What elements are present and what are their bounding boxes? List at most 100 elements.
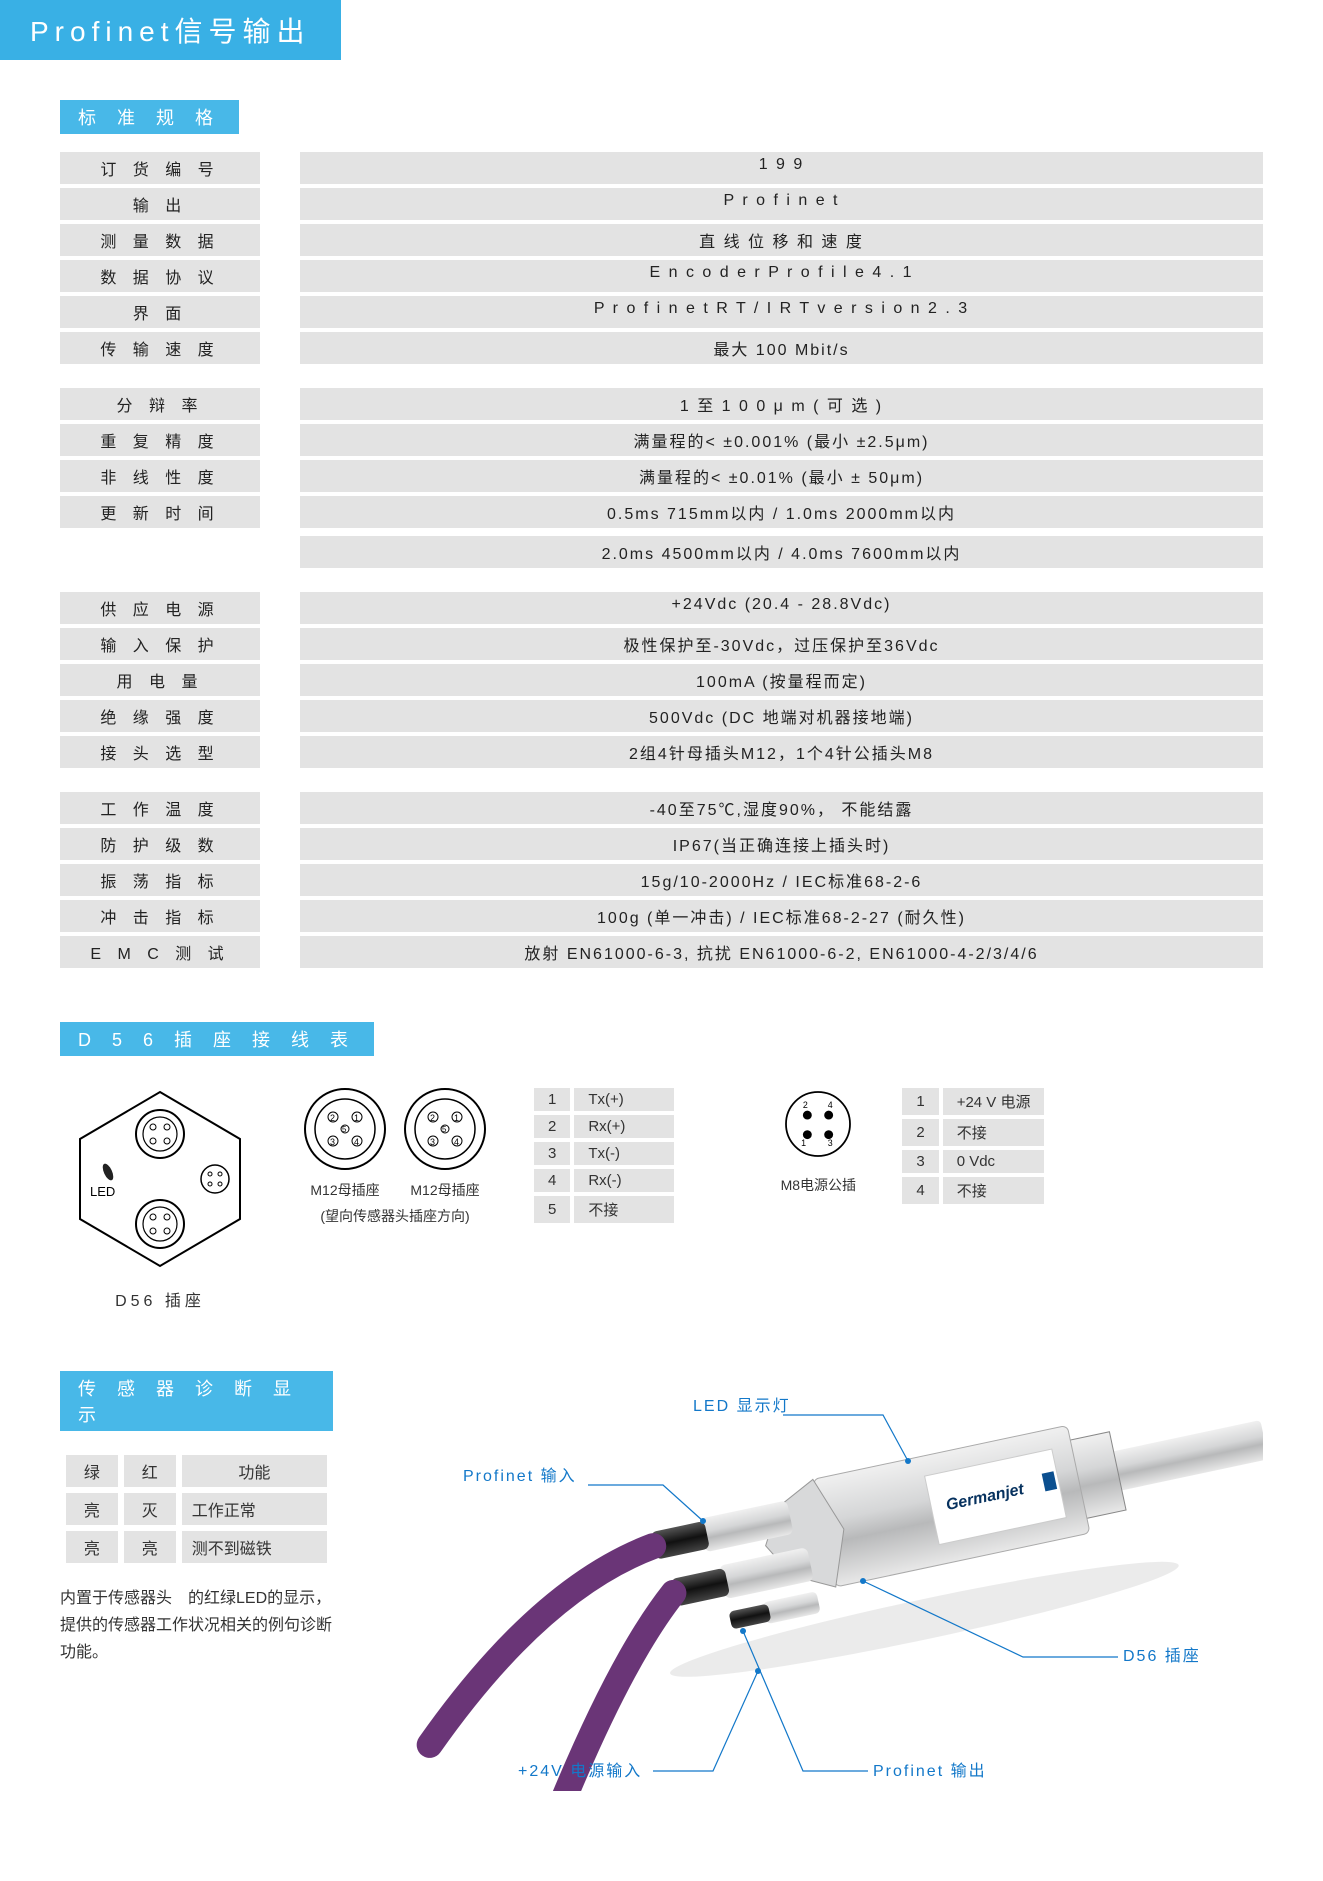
wiring-header: D 5 6 插 座 接 线 表: [60, 1022, 374, 1056]
diag-cell: 测不到磁铁: [182, 1531, 327, 1563]
sensor-image: Germanjet: [363, 1371, 1263, 1791]
spec-value: 100mA (按量程而定): [300, 664, 1263, 696]
m8-column: 2 4 1 3 M8电源公插: [778, 1084, 858, 1195]
m8-pin-table: 1+24 V 电源2不接30 Vdc4不接: [898, 1084, 1048, 1208]
spec-label: 更 新 时 间: [60, 496, 260, 528]
svg-text:4: 4: [454, 1137, 459, 1147]
spec-row: 用 电 量 100mA (按量程而定): [60, 664, 1263, 696]
svg-text:3: 3: [828, 1138, 833, 1148]
svg-text:1: 1: [354, 1113, 359, 1123]
spec-label: 工 作 温 度: [60, 792, 260, 824]
diag-cell: 亮: [66, 1531, 118, 1563]
pin-row: 4不接: [902, 1177, 1044, 1204]
spec-label: 用 电 量: [60, 664, 260, 696]
spec-value: 2.0ms 4500mm以内 / 4.0ms 7600mm以内: [300, 536, 1263, 568]
m12-caption-2: M12母插座: [400, 1180, 490, 1200]
callout-d56: D56 插座: [1123, 1647, 1201, 1665]
spec-value: 15g/10-2000Hz / IEC标准68-2-6: [300, 864, 1263, 896]
diag-header-cell: 绿: [66, 1455, 118, 1487]
svg-text:4: 4: [828, 1100, 833, 1110]
spec-label: 非 线 性 度: [60, 460, 260, 492]
spec-label: 测 量 数 据: [60, 224, 260, 256]
spec-value: 满量程的< ±0.001% (最小 ±2.5μm): [300, 424, 1263, 456]
spec-value: 500Vdc (DC 地端对机器接地端): [300, 700, 1263, 732]
svg-text:2: 2: [430, 1113, 435, 1123]
m8-pin-table-wrap: 1+24 V 电源2不接30 Vdc4不接: [898, 1084, 1048, 1208]
callout-profinet-out: Profinet 输出: [873, 1762, 987, 1780]
svg-text:2: 2: [803, 1100, 808, 1110]
spec-label: 传 输 速 度: [60, 332, 260, 364]
spec-row: 输 入 保 护极性保护至-30Vdc，过压保护至36Vdc: [60, 628, 1263, 660]
pin-row: 5不接: [534, 1196, 674, 1223]
spec-label: 分 辩 率: [60, 388, 260, 420]
svg-text:1: 1: [801, 1138, 806, 1148]
m12-pin-table-wrap: 1Tx(+)2Rx(+)3Tx(-)4Rx(-)5不接: [530, 1084, 678, 1227]
spec-row: 分 辩 率 1 至 1 0 0 μ m ( 可 选 ): [60, 388, 1263, 420]
svg-text:3: 3: [330, 1137, 335, 1147]
spec-row: 更 新 时 间 0.5ms 715mm以内 / 1.0ms 2000mm以内: [60, 496, 1263, 528]
diag-header-cell: 红: [124, 1455, 176, 1487]
m12-connector-1: 2 1 3 4 5: [300, 1084, 390, 1174]
spec-value: 极性保护至-30Vdc，过压保护至36Vdc: [300, 628, 1263, 660]
spec-row: 接 头 选 型2组4针母插头M12，1个4针公插头M8: [60, 736, 1263, 768]
spec-row: 界 面P r o f i n e t R T / I R T v e r s i…: [60, 296, 1263, 328]
callout-power: +24V 电源输入: [518, 1762, 642, 1780]
page-title: Profinet信号输出: [0, 0, 341, 60]
svg-text:5: 5: [342, 1125, 347, 1134]
spec-label: E M C 测 试: [60, 936, 260, 968]
spec-label: 数 据 协 议: [60, 260, 260, 292]
pin-row: 1+24 V 电源: [902, 1088, 1044, 1115]
spec-value: 2组4针母插头M12，1个4针公插头M8: [300, 736, 1263, 768]
svg-text:1: 1: [454, 1113, 459, 1123]
m12-pin-table: 1Tx(+)2Rx(+)3Tx(-)4Rx(-)5不接: [530, 1084, 678, 1227]
diag-table: 绿红功能亮灭工作正常亮亮测不到磁铁: [60, 1449, 333, 1569]
svg-text:4: 4: [354, 1137, 359, 1147]
spec-row: 测 量 数 据直 线 位 移 和 速 度: [60, 224, 1263, 256]
m12-caption-1: M12母插座: [300, 1180, 390, 1200]
diag-text: 内置于传感器头 的红绿LED的显示，提供的传感器工作状况相关的例句诊断功能。: [60, 1585, 333, 1667]
spec-row: E M C 测 试 放射 EN61000-6-3, 抗扰 EN61000-6-2,…: [60, 936, 1263, 968]
spec-row: 绝 缘 强 度 500Vdc (DC 地端对机器接地端): [60, 700, 1263, 732]
m12-connector-2: 2 1 3 4 5: [400, 1084, 490, 1174]
spec-value: 放射 EN61000-6-3, 抗扰 EN61000-6-2, EN61000-…: [300, 936, 1263, 968]
diag-cell: 亮: [66, 1493, 118, 1525]
svg-text:5: 5: [442, 1125, 447, 1134]
diag-header: 传 感 器 诊 断 显 示: [60, 1371, 333, 1431]
m8-caption: M8电源公插: [778, 1175, 858, 1195]
spec-value: -40至75℃,湿度90%， 不能结露: [300, 792, 1263, 824]
spec-value: +24Vdc (20.4 - 28.8Vdc): [300, 592, 1263, 624]
spec-row: 重 复 精 度 满量程的< ±0.001% (最小 ±2.5μm): [60, 424, 1263, 456]
spec-label: 订 货 编 号: [60, 152, 260, 184]
svg-text:2: 2: [330, 1113, 335, 1123]
spec-row: 订 货 编 号 1 9 9: [60, 152, 1263, 184]
spec-row: 传 输 速 度 最大 100 Mbit/s: [60, 332, 1263, 364]
hex-caption: D56 插座: [60, 1287, 260, 1311]
spec-value: 100g (单一冲击) / IEC标准68-2-27 (耐久性): [300, 900, 1263, 932]
wiring-section: LED D56 插座 2 1 3 4 5 2: [60, 1084, 1263, 1311]
spec-row: 冲 击 指 标100g (单一冲击) / IEC标准68-2-27 (耐久性): [60, 900, 1263, 932]
spec-row: 工 作 温 度 -40至75℃,湿度90%， 不能结露: [60, 792, 1263, 824]
callout-profinet-in: Profinet 输入: [463, 1467, 577, 1485]
spec-value: 直 线 位 移 和 速 度: [300, 224, 1263, 256]
hex-column: LED D56 插座: [60, 1084, 260, 1311]
spec-value: 1 至 1 0 0 μ m ( 可 选 ): [300, 388, 1263, 420]
spec-label: 振 荡 指 标: [60, 864, 260, 896]
spec-header: 标 准 规 格: [60, 100, 239, 134]
spec-value: 0.5ms 715mm以内 / 1.0ms 2000mm以内: [300, 496, 1263, 528]
spec-value: 1 9 9: [300, 152, 1263, 184]
m12-subcaption: (望向传感器头插座方向): [300, 1206, 490, 1226]
spec-value: P r o f i n e t R T / I R T v e r s i o …: [300, 296, 1263, 328]
spec-value: E n c o d e r P r o f i l e 4 . 1: [300, 260, 1263, 292]
pin-row: 2Rx(+): [534, 1115, 674, 1138]
diag-cell: 亮: [124, 1531, 176, 1563]
spec-label: 防 护 级 数: [60, 828, 260, 860]
spec-value: 最大 100 Mbit/s: [300, 332, 1263, 364]
spec-label: 重 复 精 度: [60, 424, 260, 456]
svg-text:3: 3: [430, 1137, 435, 1147]
diag-cell: 灭: [124, 1493, 176, 1525]
spec-value: IP67(当正确连接上插头时): [300, 828, 1263, 860]
m8-connector: 2 4 1 3: [778, 1084, 858, 1164]
d56-socket-diagram: LED: [60, 1084, 260, 1274]
spec-row: 非 线 性 度满量程的< ±0.01% (最小 ± 50μm): [60, 460, 1263, 492]
spec-label: 绝 缘 强 度: [60, 700, 260, 732]
